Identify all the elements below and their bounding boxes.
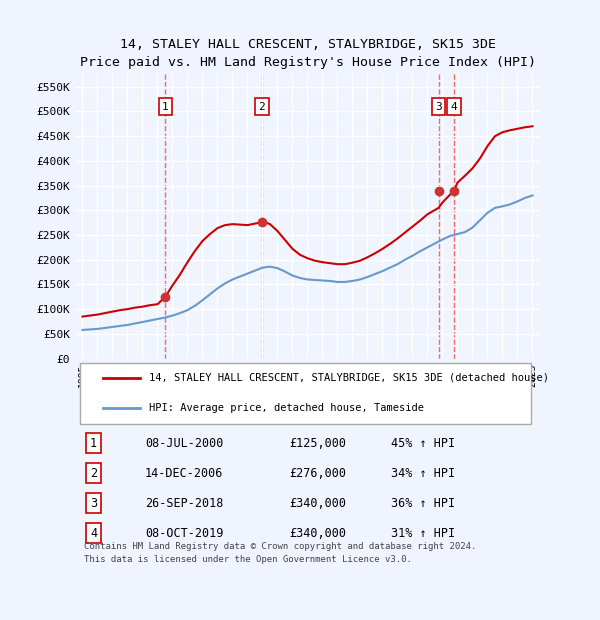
Text: 2: 2 — [259, 102, 265, 112]
Text: 26-SEP-2018: 26-SEP-2018 — [145, 497, 223, 510]
Title: 14, STALEY HALL CRESCENT, STALYBRIDGE, SK15 3DE
Price paid vs. HM Land Registry': 14, STALEY HALL CRESCENT, STALYBRIDGE, S… — [79, 38, 536, 69]
Text: £125,000: £125,000 — [289, 436, 346, 450]
Text: 4: 4 — [90, 526, 97, 539]
Text: 08-JUL-2000: 08-JUL-2000 — [145, 436, 223, 450]
Text: Contains HM Land Registry data © Crown copyright and database right 2024.: Contains HM Land Registry data © Crown c… — [84, 542, 476, 551]
Text: 34% ↑ HPI: 34% ↑ HPI — [391, 466, 455, 479]
Text: 2: 2 — [90, 466, 97, 479]
Text: 3: 3 — [435, 102, 442, 112]
Text: £276,000: £276,000 — [289, 466, 346, 479]
Text: 4: 4 — [451, 102, 457, 112]
Text: £340,000: £340,000 — [289, 497, 346, 510]
Text: 1: 1 — [90, 436, 97, 450]
Text: HPI: Average price, detached house, Tameside: HPI: Average price, detached house, Tame… — [149, 402, 424, 413]
Text: This data is licensed under the Open Government Licence v3.0.: This data is licensed under the Open Gov… — [84, 555, 412, 564]
Text: 45% ↑ HPI: 45% ↑ HPI — [391, 436, 455, 450]
Text: 3: 3 — [90, 497, 97, 510]
Text: 1: 1 — [162, 102, 169, 112]
FancyBboxPatch shape — [80, 363, 531, 424]
Text: 31% ↑ HPI: 31% ↑ HPI — [391, 526, 455, 539]
Text: 36% ↑ HPI: 36% ↑ HPI — [391, 497, 455, 510]
Text: £340,000: £340,000 — [289, 526, 346, 539]
Text: 08-OCT-2019: 08-OCT-2019 — [145, 526, 223, 539]
Text: 14-DEC-2006: 14-DEC-2006 — [145, 466, 223, 479]
Text: 14, STALEY HALL CRESCENT, STALYBRIDGE, SK15 3DE (detached house): 14, STALEY HALL CRESCENT, STALYBRIDGE, S… — [149, 373, 550, 383]
